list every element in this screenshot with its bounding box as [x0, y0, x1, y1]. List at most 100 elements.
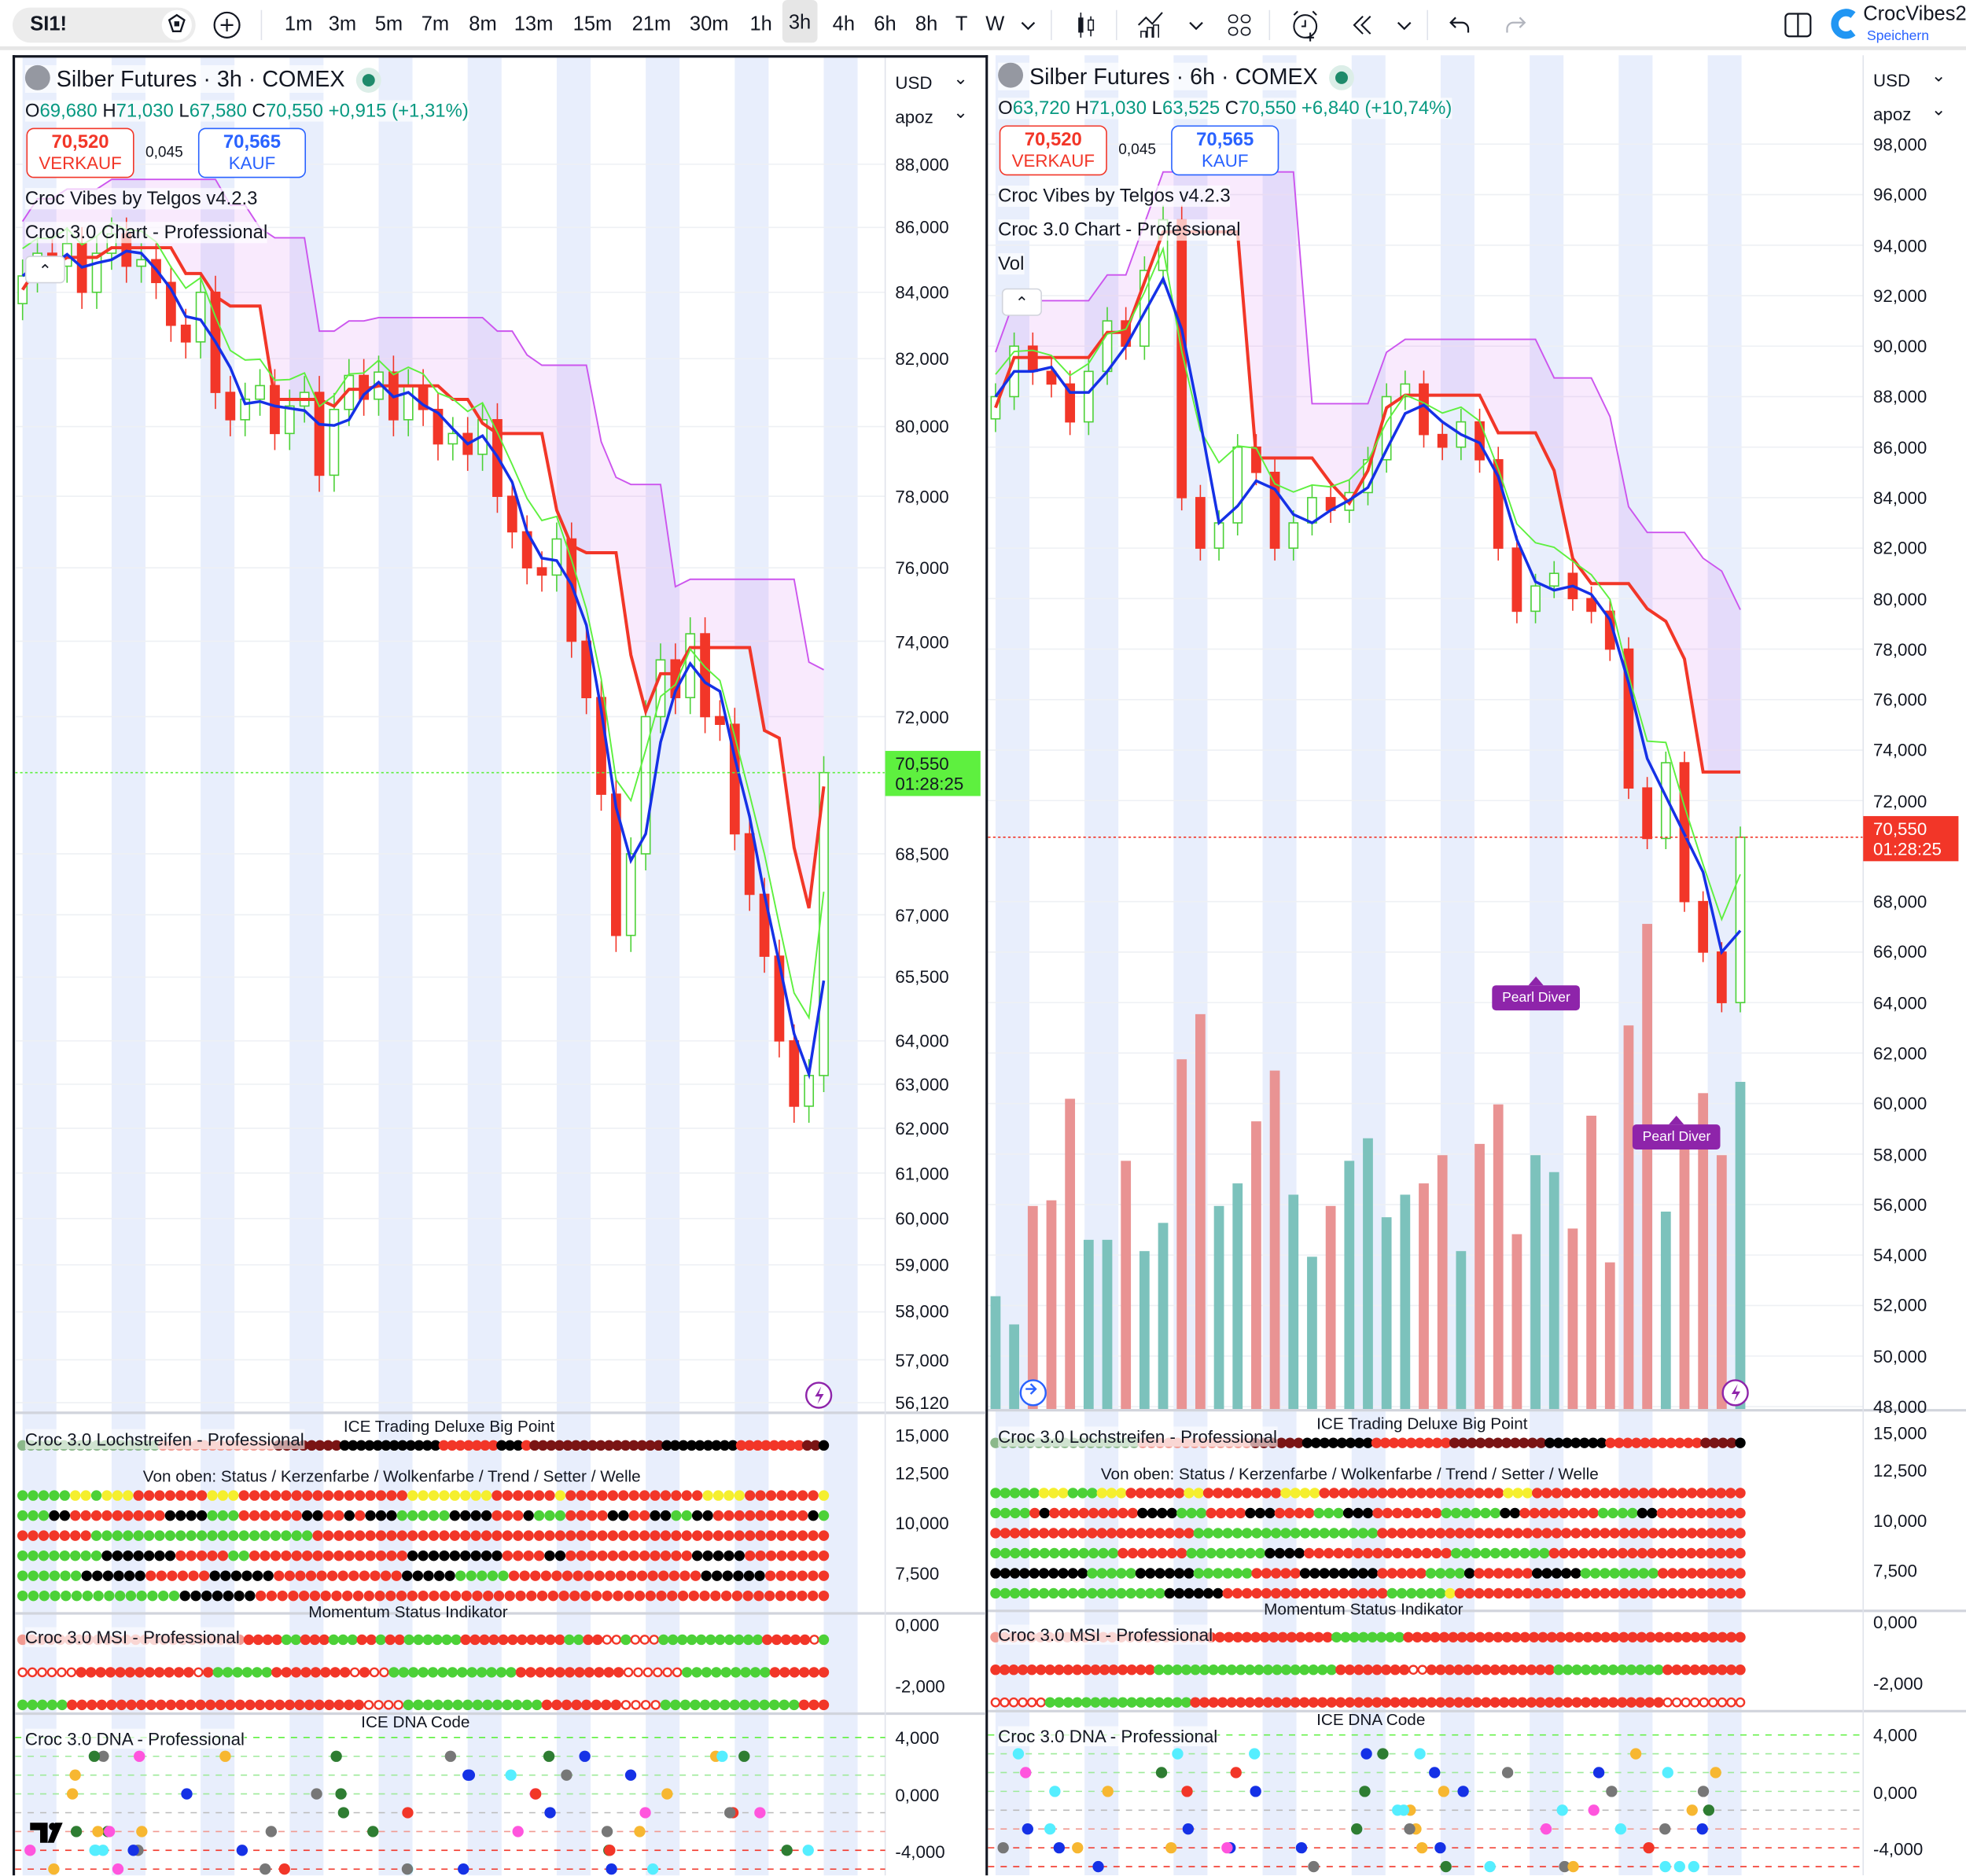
- dna-dot: [512, 1826, 524, 1837]
- lightning-icon[interactable]: [815, 1386, 824, 1404]
- dna-title[interactable]: Croc 3.0 DNA - Professional: [998, 1726, 1218, 1746]
- dna-dot: [70, 1826, 83, 1837]
- status-dot: [1251, 1528, 1262, 1539]
- tradingview-logo[interactable]: [28, 1818, 78, 1848]
- timeframe-W[interactable]: W: [985, 13, 1005, 35]
- collapse-legend-button[interactable]: ⌃: [24, 256, 65, 284]
- status-dot: [1338, 1488, 1349, 1499]
- chevron-down-icon[interactable]: [1011, 8, 1046, 43]
- timeframe-T[interactable]: T: [955, 13, 968, 35]
- lightning-icon[interactable]: [1731, 1384, 1741, 1402]
- alarm-add-icon[interactable]: [1287, 8, 1323, 43]
- undo-icon[interactable]: [1443, 8, 1478, 43]
- status-dot: [1725, 1587, 1736, 1599]
- lochstreifen-title[interactable]: Croc 3.0 Lochstreifen - Professional: [998, 1426, 1277, 1447]
- dna-dot: [802, 1845, 814, 1856]
- status-dot: [701, 1570, 712, 1581]
- status-dot: [196, 1550, 208, 1561]
- currency-select[interactable]: USD: [1865, 61, 1954, 96]
- big-point-dot: [306, 1440, 318, 1451]
- sub-tick-label: 7,500: [895, 1563, 940, 1584]
- status-dot: [818, 1490, 830, 1501]
- indicator-legend[interactable]: Croc 3.0 Chart - Professional: [24, 222, 268, 244]
- timeframe-5m[interactable]: 5m: [374, 13, 403, 35]
- chevron-down-icon[interactable]: [1179, 8, 1214, 43]
- msi-dot: [699, 1699, 711, 1711]
- msi-dot: [1408, 1664, 1419, 1676]
- status-dot: [101, 1530, 112, 1541]
- redo-icon[interactable]: [1497, 8, 1533, 43]
- indicators-icon[interactable]: [1133, 8, 1169, 43]
- indicator-legend[interactable]: Croc Vibes by Telgos v4.2.3: [998, 185, 1231, 208]
- status-dot: [1460, 1507, 1471, 1519]
- timeframe-1m[interactable]: 1m: [284, 13, 313, 35]
- msi-dot: [1126, 1697, 1137, 1708]
- timeframe-30m[interactable]: 30m: [689, 13, 729, 35]
- dna-dot: [1230, 1767, 1242, 1779]
- layout-name[interactable]: CrocVibes2: [1863, 3, 1966, 25]
- msi-title[interactable]: Croc 3.0 MSI - Professional: [24, 1627, 240, 1648]
- alert-pen-icon[interactable]: [159, 8, 194, 43]
- status-dot: [480, 1530, 492, 1541]
- status-dot: [223, 1590, 234, 1602]
- indicator-legend[interactable]: Vol: [998, 253, 1025, 275]
- split-layout-icon[interactable]: [1780, 8, 1816, 43]
- msi-dot: [652, 1667, 663, 1678]
- candle-type-icon[interactable]: [1068, 8, 1103, 43]
- collapse-legend-button[interactable]: ⌃: [1001, 288, 1042, 316]
- status-dot: [49, 1570, 61, 1581]
- indicator-legend[interactable]: Croc Vibes by Telgos v4.2.3: [24, 188, 258, 210]
- buy-button[interactable]: 70,565 KAUF: [1171, 125, 1279, 176]
- sell-button[interactable]: 70,520 VERKAUF: [999, 125, 1107, 176]
- session-band: [22, 57, 57, 1876]
- status-dot: [337, 1570, 348, 1581]
- scale-select[interactable]: apoz: [887, 97, 976, 132]
- msi-dot: [153, 1667, 165, 1678]
- msi-dot: [1254, 1697, 1265, 1708]
- lochstreifen-title[interactable]: Croc 3.0 Lochstreifen - Professional: [24, 1429, 304, 1450]
- add-symbol-icon[interactable]: [209, 8, 245, 43]
- status-dot: [407, 1490, 418, 1501]
- msi-dot: [479, 1634, 490, 1646]
- save-button[interactable]: Speichern: [1867, 28, 1930, 44]
- status-dot: [375, 1530, 387, 1541]
- chart-pane-6h[interactable]: Silber Futures · 6h · COMEX O63,720 H71,0…: [988, 55, 1966, 1876]
- status-dot: [396, 1510, 407, 1521]
- msi-dot: [1353, 1697, 1364, 1708]
- layouts-icon[interactable]: [1221, 8, 1257, 43]
- dna-dot: [1404, 1823, 1416, 1835]
- chevron-down-icon[interactable]: [1386, 8, 1422, 43]
- status-dot: [28, 1550, 39, 1561]
- big-point-dot: [1666, 1437, 1677, 1448]
- msi-title[interactable]: Croc 3.0 MSI - Professional: [998, 1624, 1213, 1645]
- timeframe-7m[interactable]: 7m: [421, 13, 450, 35]
- timeframe-3h[interactable]: 3h: [782, 0, 818, 43]
- timeframe-13m[interactable]: 13m: [514, 13, 554, 35]
- timeframe-8m[interactable]: 8m: [469, 13, 497, 35]
- status-dot: [1038, 1587, 1050, 1599]
- status-dot: [1677, 1488, 1688, 1499]
- price-tick-label: 56,120: [895, 1392, 949, 1413]
- status-dot: [1232, 1587, 1243, 1599]
- chart-pane-3h[interactable]: Silber Futures · 3h · COMEX O69,680 H71,0…: [12, 55, 989, 1876]
- timeframe-4h[interactable]: 4h: [832, 13, 856, 35]
- msi-dot: [1417, 1697, 1428, 1708]
- msi-dot: [723, 1634, 735, 1646]
- timeframe-8h[interactable]: 8h: [915, 13, 938, 35]
- indicator-legend[interactable]: Croc 3.0 Chart - Professional: [998, 219, 1241, 241]
- timeframe-1h[interactable]: 1h: [749, 13, 772, 35]
- go-to-realtime-icon[interactable]: [1025, 1383, 1037, 1395]
- timeframe-15m[interactable]: 15m: [572, 13, 613, 35]
- timeframe-3m[interactable]: 3m: [328, 13, 357, 35]
- ohlc-label: L: [1151, 97, 1162, 120]
- buy-button[interactable]: 70,565 KAUF: [197, 127, 307, 178]
- scale-select[interactable]: apoz: [1865, 94, 1954, 130]
- dna-title[interactable]: Croc 3.0 DNA - Professional: [24, 1728, 245, 1749]
- currency-select[interactable]: USD: [887, 63, 976, 98]
- sell-button[interactable]: 70,520 VERKAUF: [26, 127, 134, 178]
- status-dot: [418, 1510, 429, 1521]
- timeframe-6h[interactable]: 6h: [874, 13, 896, 35]
- timeframe-21m[interactable]: 21m: [631, 13, 672, 35]
- status-dot: [186, 1550, 197, 1561]
- replay-icon[interactable]: [1346, 8, 1381, 43]
